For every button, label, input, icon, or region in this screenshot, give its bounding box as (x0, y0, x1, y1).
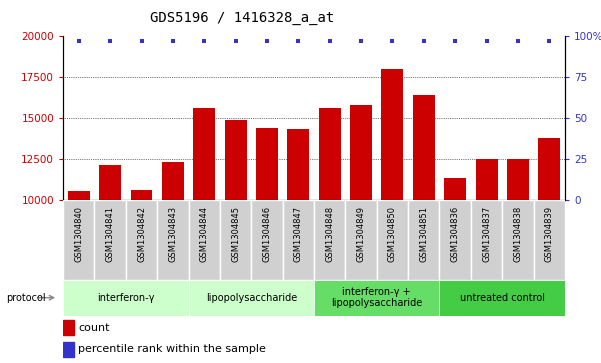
Text: GSM1304847: GSM1304847 (294, 206, 303, 262)
Bar (350, 105, 372, 200)
FancyBboxPatch shape (94, 200, 126, 280)
Bar (162, 162, 184, 200)
Point (450, 38, 460, 44)
Point (419, 38, 429, 44)
FancyBboxPatch shape (251, 200, 282, 280)
Bar (444, 179, 466, 200)
Bar (475, 159, 498, 200)
Point (482, 38, 492, 44)
Text: GSM1304844: GSM1304844 (200, 206, 209, 262)
Bar (194, 108, 215, 200)
Point (231, 38, 240, 44)
Text: GSM1304851: GSM1304851 (419, 206, 429, 262)
Bar (99, 166, 121, 200)
FancyBboxPatch shape (346, 200, 377, 280)
FancyBboxPatch shape (377, 200, 408, 280)
FancyBboxPatch shape (63, 280, 189, 316)
Point (105, 38, 115, 44)
Point (74, 38, 84, 44)
Text: GSM1304837: GSM1304837 (482, 206, 491, 262)
Text: GSM1304845: GSM1304845 (231, 206, 240, 262)
Bar (130, 190, 153, 200)
Text: GSM1304849: GSM1304849 (356, 206, 365, 262)
Point (325, 38, 335, 44)
Bar (225, 120, 246, 200)
Bar (63, 342, 74, 357)
FancyBboxPatch shape (157, 200, 189, 280)
Text: protocol: protocol (6, 293, 46, 303)
Point (356, 38, 366, 44)
Text: GSM1304850: GSM1304850 (388, 206, 397, 262)
FancyBboxPatch shape (471, 200, 502, 280)
Bar (507, 159, 529, 200)
FancyBboxPatch shape (314, 280, 439, 316)
Bar (538, 138, 560, 200)
Point (293, 38, 303, 44)
Text: percentile rank within the sample: percentile rank within the sample (78, 344, 266, 354)
Text: GSM1304846: GSM1304846 (263, 206, 272, 262)
Bar (256, 128, 278, 200)
Text: GSM1304841: GSM1304841 (106, 206, 115, 262)
Text: GSM1304838: GSM1304838 (513, 206, 522, 262)
FancyBboxPatch shape (282, 200, 314, 280)
Bar (63, 320, 74, 335)
Text: lipopolysaccharide: lipopolysaccharide (206, 293, 297, 303)
Point (388, 38, 397, 44)
FancyBboxPatch shape (439, 200, 471, 280)
Text: count: count (78, 323, 109, 333)
Bar (413, 95, 435, 200)
FancyBboxPatch shape (439, 280, 565, 316)
FancyBboxPatch shape (534, 200, 565, 280)
Text: GSM1304839: GSM1304839 (545, 206, 554, 262)
Bar (287, 129, 310, 200)
Text: untreated control: untreated control (460, 293, 545, 303)
FancyBboxPatch shape (408, 200, 439, 280)
Bar (382, 69, 403, 200)
FancyBboxPatch shape (314, 200, 346, 280)
Point (513, 38, 523, 44)
Text: GSM1304848: GSM1304848 (325, 206, 334, 262)
Point (168, 38, 178, 44)
FancyBboxPatch shape (189, 200, 220, 280)
Text: GSM1304836: GSM1304836 (451, 206, 460, 262)
Text: interferon-γ +
lipopolysaccharide: interferon-γ + lipopolysaccharide (331, 287, 423, 309)
Point (545, 38, 554, 44)
FancyBboxPatch shape (126, 200, 157, 280)
Text: GDS5196 / 1416328_a_at: GDS5196 / 1416328_a_at (150, 11, 335, 25)
Point (262, 38, 272, 44)
FancyBboxPatch shape (189, 280, 314, 316)
Text: interferon-γ: interferon-γ (97, 293, 154, 303)
Point (200, 38, 209, 44)
Point (136, 38, 146, 44)
FancyBboxPatch shape (220, 200, 251, 280)
Text: GSM1304843: GSM1304843 (168, 206, 177, 262)
Text: GSM1304842: GSM1304842 (137, 206, 146, 262)
Bar (319, 108, 341, 200)
Bar (68, 192, 90, 200)
FancyBboxPatch shape (63, 200, 94, 280)
Text: GSM1304840: GSM1304840 (75, 206, 84, 262)
FancyBboxPatch shape (502, 200, 534, 280)
